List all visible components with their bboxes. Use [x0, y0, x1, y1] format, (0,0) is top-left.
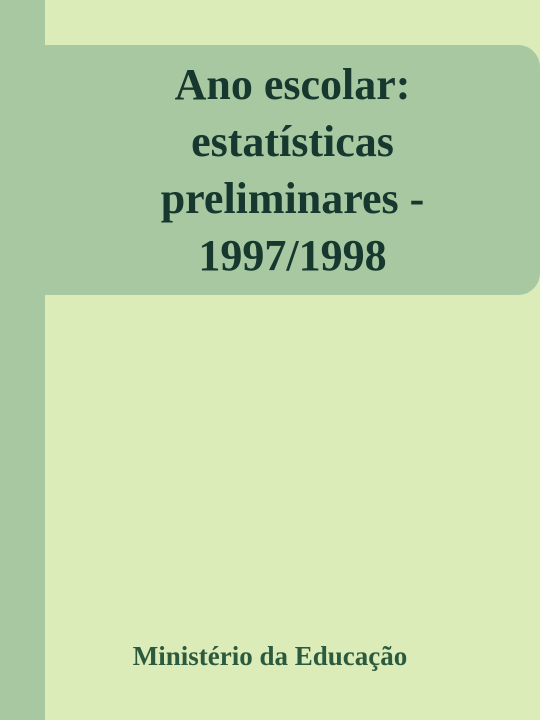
publisher-name: Ministério da Educação — [132, 641, 408, 671]
cover-spine-stripe — [0, 0, 45, 720]
cover-title: Ano escolar: estatísticas preliminares -… — [160, 60, 425, 280]
title-band: Ano escolar: estatísticas preliminares -… — [45, 45, 540, 295]
